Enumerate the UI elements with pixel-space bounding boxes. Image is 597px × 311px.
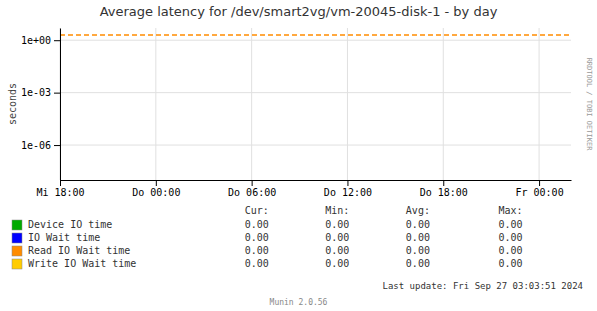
- table-value: 0.00: [406, 232, 430, 243]
- grid-line-x: [539, 28, 540, 180]
- table-value: 0.00: [498, 219, 522, 230]
- tick-mark: [54, 40, 60, 41]
- legend-swatch: [12, 233, 22, 243]
- y-axis: 1e+00 1e-03 1e-06: [21, 29, 61, 181]
- tick-label: Do 18:00: [420, 187, 468, 198]
- legend: Cur: Min: Avg: Max: Device IO time 0.00 0.00 0.…: [12, 205, 522, 269]
- tick-label: 1e-06: [21, 140, 51, 151]
- tick-mark: [539, 180, 540, 186]
- tick-mark: [54, 93, 60, 94]
- footer: Munin 2.0.56: [270, 298, 328, 307]
- marks: [60, 34, 571, 35]
- legend-label: Write IO Wait time: [28, 258, 136, 269]
- legend-label: Read IO Wait time: [28, 245, 130, 256]
- y-axis-title: seconds: [7, 83, 18, 125]
- table-value: 0.00: [325, 258, 349, 269]
- axis-line: [61, 180, 572, 181]
- tick: Do 00:00: [132, 180, 180, 198]
- legend-swatch: [12, 259, 22, 269]
- axis-line: [60, 29, 61, 181]
- table-header: Max:: [498, 205, 522, 216]
- tick-mark: [156, 180, 157, 186]
- table-value: 0.00: [245, 219, 269, 230]
- tick-mark: [54, 145, 60, 146]
- table-value: 0.00: [498, 245, 522, 256]
- tick: 1e+00: [21, 35, 60, 46]
- table-value: 0.00: [498, 258, 522, 269]
- table-value: 0.00: [325, 219, 349, 230]
- legend-swatch: [12, 246, 22, 256]
- table-header: Cur:: [245, 205, 269, 216]
- table-value: 0.00: [406, 258, 430, 269]
- table-value: 0.00: [245, 232, 269, 243]
- tick: Do 06:00: [228, 180, 276, 198]
- tick-mark: [252, 180, 253, 186]
- tick-label: Do 00:00: [132, 187, 180, 198]
- title: Average latency for /dev/smart2vg/vm-200…: [100, 4, 498, 19]
- tick: 1e-06: [21, 140, 60, 151]
- grid-line-y: [60, 145, 571, 146]
- legend-swatch: [12, 220, 22, 230]
- reference-line: [60, 34, 571, 36]
- tick: Mi 18:00: [36, 180, 84, 198]
- table-value: 0.00: [245, 245, 269, 256]
- grid-line-y: [60, 40, 571, 41]
- tick-label: Do 06:00: [228, 187, 276, 198]
- tick-mark: [443, 180, 444, 186]
- grid: [60, 28, 571, 180]
- grid-line-x: [155, 28, 156, 180]
- tick-label: 1e+00: [21, 35, 51, 46]
- table-value: 0.00: [245, 258, 269, 269]
- table-value: 0.00: [406, 219, 430, 230]
- table-value: 0.00: [325, 245, 349, 256]
- tick: 1e-03: [21, 87, 60, 98]
- watermark: RRDTOOL / TOBI OETIKER: [585, 58, 593, 152]
- legend-label: IO Wait time: [28, 232, 100, 243]
- grid-line-x: [60, 28, 61, 180]
- table-value: 0.00: [406, 245, 430, 256]
- tick-label: 1e-03: [21, 87, 51, 98]
- tick: Fr 00:00: [515, 180, 563, 198]
- plot: Mi 18:00 Do 00:00 Do 06:00 Do 12:00 Do 18:00…: [21, 28, 572, 198]
- last-update: Last update: Fri Sep 27 03:03:51 2024: [383, 281, 583, 291]
- grid-line-y: [60, 92, 571, 93]
- legend-label: Device IO time: [28, 219, 112, 230]
- grid-line-x: [443, 28, 444, 180]
- tick-label: Mi 18:00: [36, 187, 84, 198]
- x-axis: Mi 18:00 Do 00:00 Do 06:00 Do 12:00 Do 18:00…: [36, 180, 571, 198]
- table-value: 0.00: [325, 232, 349, 243]
- tick-label: Fr 00:00: [515, 187, 563, 198]
- grid-line-x: [347, 28, 348, 180]
- tick-label: Do 12:00: [324, 187, 372, 198]
- tick: Do 12:00: [324, 180, 372, 198]
- tick: Do 18:00: [420, 180, 468, 198]
- chart: Average latency for /dev/smart2vg/vm-200…: [0, 0, 597, 311]
- table-header: Min:: [325, 205, 349, 216]
- tick-mark: [60, 180, 61, 186]
- grid-line-x: [251, 28, 252, 180]
- table-header: Avg:: [406, 205, 430, 216]
- tick-mark: [347, 180, 348, 186]
- table-value: 0.00: [498, 232, 522, 243]
